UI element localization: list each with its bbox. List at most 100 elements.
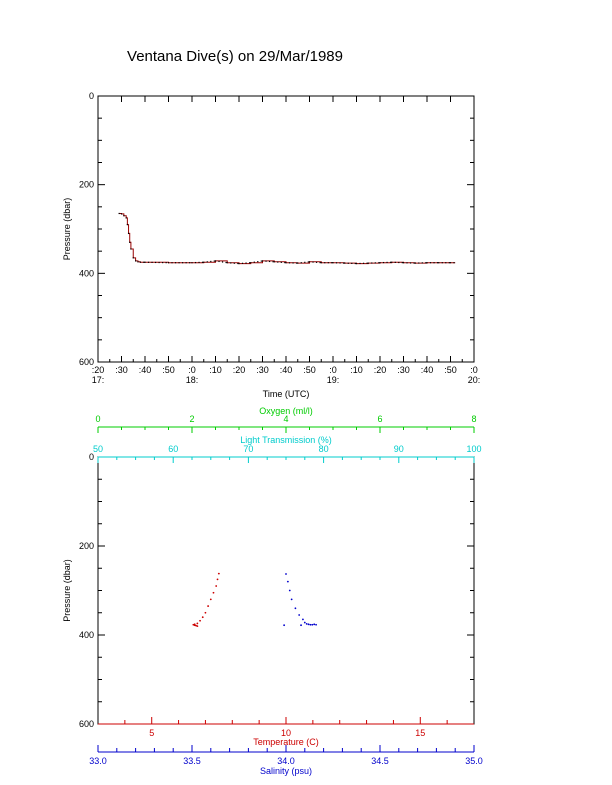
dive-track-point (213, 260, 215, 262)
dive-track-point (324, 262, 326, 264)
x-tick-label: :20 (233, 365, 246, 375)
dive-track-point (445, 262, 447, 264)
time-pressure-chart: 0200400600:2017::30:40:50:018::10:20:30:… (62, 91, 480, 399)
dive-track-point (257, 261, 259, 263)
dive-track-point (367, 262, 369, 264)
temperature-tick-label: 10 (281, 728, 291, 738)
dive-track-point (272, 261, 274, 263)
temperature-point (209, 598, 212, 601)
x-tick-label: :0 (470, 365, 478, 375)
dive-track-point (280, 261, 282, 263)
y-axis-label: Pressure (dbar) (62, 559, 72, 622)
x-tick-label: :40 (421, 365, 434, 375)
dive-track-point (448, 262, 450, 264)
dive-track-point (409, 262, 412, 264)
x-tick-label: :0 (329, 365, 337, 375)
salinity-axis-label: Salinity (psu) (260, 766, 312, 776)
dive-track-point (233, 262, 235, 264)
dive-track-point (308, 261, 311, 263)
temperature-point (217, 572, 220, 575)
dive-track-point (426, 262, 428, 264)
x-tick-label: :30 (397, 365, 410, 375)
dive-track-point (425, 262, 427, 264)
dive-track-point (218, 260, 220, 263)
dive-track-point (120, 213, 123, 215)
oxygen-tick-label: 0 (95, 414, 100, 424)
x-hour-label: 18: (186, 375, 199, 385)
x-hour-label: 17: (92, 375, 105, 385)
salinity-tick-label: 33.5 (183, 756, 201, 766)
dive-track-point (288, 262, 291, 264)
light-tick-label: 100 (466, 444, 481, 454)
dive-track-point (285, 262, 287, 264)
y-tick-label: 0 (89, 452, 94, 462)
salinity-tick-label: 33.0 (89, 756, 107, 766)
dive-track-point (438, 262, 440, 264)
dive-track-point (312, 261, 314, 263)
x-tick-label: :40 (280, 365, 293, 375)
dive-track-point (362, 262, 365, 264)
dive-track-point (210, 260, 212, 263)
dive-track-point (453, 262, 455, 264)
dive-track-point (418, 262, 420, 264)
dive-track-point (250, 262, 252, 264)
dive-track-point (230, 262, 232, 264)
dive-track-point (307, 261, 309, 263)
salinity-point (303, 621, 306, 624)
dive-track-point (125, 217, 127, 219)
salinity-point (298, 614, 301, 616)
x-tick-label: :50 (303, 365, 316, 375)
dive-track-point (144, 261, 146, 263)
dive-track-point (295, 262, 298, 264)
dive-track-point (386, 261, 388, 264)
temperature-point (196, 625, 199, 627)
oxygen-tick-label: 4 (283, 414, 288, 424)
dive-track-point (378, 262, 380, 264)
oxygen-tick-label: 8 (471, 414, 476, 424)
dive-track-point (441, 262, 443, 264)
dive-track-point (339, 262, 341, 264)
dive-track-point (268, 260, 271, 263)
dive-track-point (185, 262, 187, 264)
oxygen-tick-label: 2 (189, 414, 194, 424)
salinity-tick-label: 34.5 (371, 756, 389, 766)
dive-track-point (359, 262, 361, 265)
salinity-point (283, 624, 286, 627)
x-tick-label: :10 (209, 365, 222, 375)
dive-track-point (315, 261, 318, 263)
light-tick-label: 60 (168, 444, 178, 454)
dive-track-point (382, 261, 385, 264)
salinity-point (311, 623, 314, 626)
dive-track-point (401, 262, 403, 264)
dive-track-point (158, 261, 160, 264)
salinity-point (300, 624, 302, 627)
dive-track-point (132, 257, 134, 259)
dive-track-point (226, 262, 228, 264)
x-hour-label: 19: (327, 375, 340, 385)
dive-track-point (201, 261, 204, 263)
dive-track-point (129, 241, 131, 243)
dive-track-point (421, 262, 423, 264)
temperature-axis-label: Temperature (C) (253, 737, 319, 747)
dive-track-point (154, 261, 157, 264)
temperature-point (196, 622, 199, 625)
x-axis-label: Time (UTC) (263, 389, 310, 399)
dive-track-point (167, 262, 170, 264)
dive-track-point (162, 261, 164, 264)
dive-track-point (354, 262, 356, 265)
dive-track-point (355, 262, 358, 265)
dive-track-point (165, 262, 167, 264)
dive-track-point (171, 262, 173, 264)
dive-track-point (284, 262, 286, 264)
dive-track-point (300, 262, 302, 264)
plot-frame (97, 95, 475, 363)
y-tick-label: 600 (79, 719, 94, 729)
x-tick-label: :50 (444, 365, 457, 375)
dive-track-point (151, 261, 153, 263)
y-axis-label: Pressure (dbar) (62, 198, 72, 261)
salinity-point (302, 618, 304, 621)
dive-track-point (143, 261, 145, 263)
dive-track-point (429, 262, 432, 264)
temperature-tick-label: 5 (149, 728, 154, 738)
dive-track-point (182, 262, 184, 264)
